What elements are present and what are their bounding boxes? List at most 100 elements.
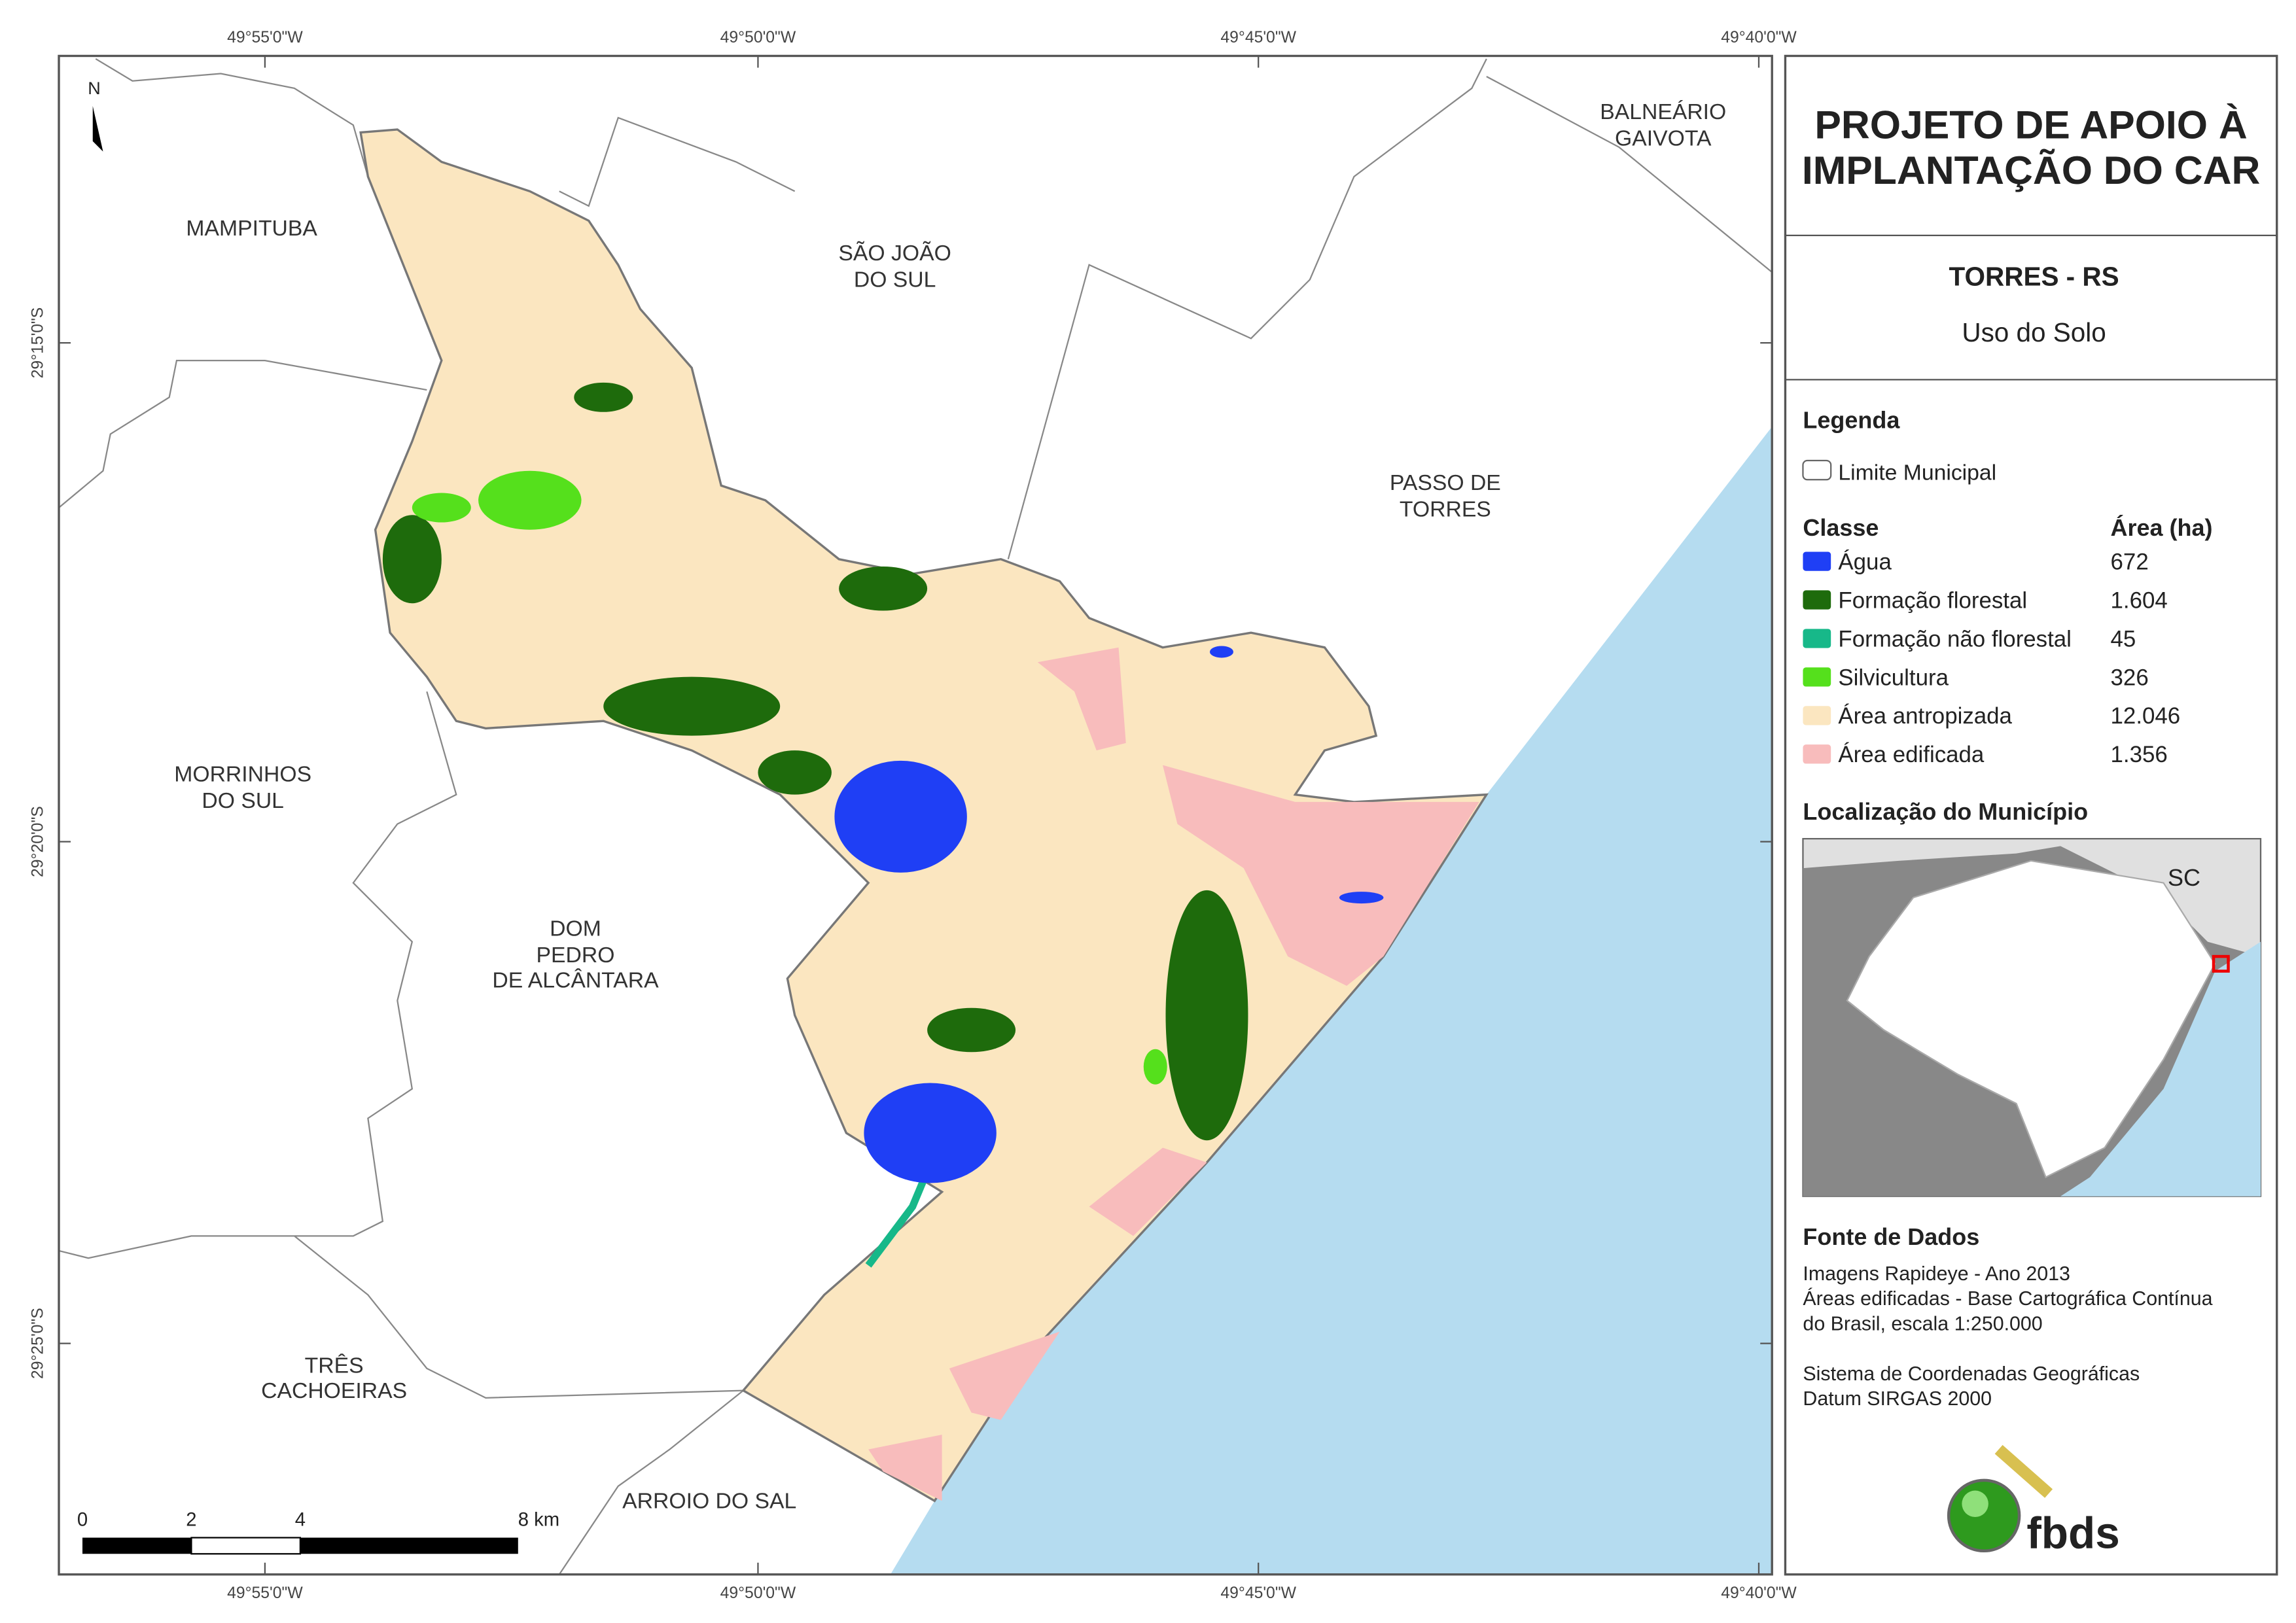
legend-class: Área edificada [1838,742,1984,767]
legend-swatch [1803,667,1831,687]
places: MAMPITUBA SÃO JOÃO DO SUL BALNEÁRIO GAIV… [174,99,1726,1513]
boundary [1007,58,1487,560]
scale-bar [190,1537,302,1555]
built-area [1037,647,1126,751]
scale-bar [300,1537,518,1554]
boundary [1486,75,1773,273]
source-line: Imagens Rapideye - Ano 2013 [1803,1263,2070,1285]
scale-label: 4 [295,1510,306,1531]
place-label: MAMPITUBA [186,216,317,241]
map-frame [58,54,1773,1576]
forest [839,566,928,611]
place-label: TORRES [1400,497,1491,522]
north-label: N [88,79,101,98]
forest [1165,890,1248,1141]
legend-swatch [1803,629,1831,648]
water [834,760,967,873]
left-tick-label: 29°25'0"S [29,1308,46,1379]
place-label: CACHOEIRAS [261,1378,407,1403]
legend-class: Silvicultura [1838,665,1949,690]
sea [890,427,1773,1575]
legend-swatch [1803,706,1831,725]
title: IMPLANTAÇÃO DO CAR [1802,148,2260,192]
legend-swatch [1803,590,1831,610]
boundary-swatch [1802,459,1832,481]
forest [603,676,781,736]
place-label: PEDRO [537,943,615,968]
legend-rows: Água 672 Formação florestal 1.604 Formação n… [1803,549,2180,767]
panel-frame [1784,54,2278,1576]
bottom-tick-label: 49°50'0"W [720,1584,796,1602]
silviculture [412,493,471,523]
place-label: DE ALCÂNTARA [492,968,659,992]
inset-sea [2060,941,2261,1196]
legend-class: Formação florestal [1838,587,2027,613]
place-label: DO SUL [854,268,936,292]
water [864,1083,997,1183]
forest [758,750,832,795]
boundary [58,359,427,508]
boundary-label: Limite Municipal [1838,460,1996,485]
place-label: BALNEÁRIO [1600,99,1726,124]
place-label: DO SUL [202,788,284,813]
scale-label: 8 km [518,1510,559,1531]
boundary [95,58,369,177]
scale-label: 0 [77,1510,88,1531]
place-label: ARROIO DO SAL [622,1489,796,1514]
logo-shine [1962,1490,1988,1518]
place-label: MORRINHOS [174,761,311,786]
logo-circle [1947,1478,2021,1553]
logo-bar [1994,1444,2053,1498]
legend-class: Área antropizada [1838,703,2012,729]
legend-area: 672 [2111,549,2149,574]
forest [382,515,442,604]
built-area [949,1331,1060,1420]
legend-class: Formação não florestal [1838,626,2072,652]
legend-title: Legenda [1803,407,1900,434]
legend-area: 12.046 [2111,703,2181,729]
municipality: TORRES - RS [1949,261,2119,291]
boundary [58,691,457,1259]
title: PROJETO DE APOIO À [1814,102,2247,147]
place-label: SÃO JOÃO [838,241,951,266]
inset-rs [1846,860,2216,1179]
forest [927,1007,1016,1053]
water [1339,892,1384,904]
top-tick-label: 49°40'0"W [1721,29,1797,46]
scale-bar [82,1537,192,1554]
inset-label: SC [2168,864,2200,891]
source-line: do Brasil, escala 1:250.000 [1803,1313,2042,1335]
place-label: GAIVOTA [1615,126,1712,151]
built-area [868,1435,942,1501]
map: N [58,54,1773,1576]
built-area [1162,765,1479,986]
legend-area: 1.356 [2111,742,2168,767]
legend-area: 326 [2111,665,2149,690]
top-tick-label: 49°45'0"W [1220,29,1296,46]
source-line: Datum SIRGAS 2000 [1803,1388,1992,1410]
silviculture [478,470,582,530]
legend-swatch [1803,744,1831,764]
legend-class: Água [1838,549,1892,574]
panel: PROJETO DE APOIO À IMPLANTAÇÃO DO CAR TO… [1784,54,2278,1576]
ticks: 49°55'0"W 49°50'0"W 49°45'0"W 49°40'0"W 49°5… [29,29,1797,1602]
scale-label: 2 [186,1510,196,1531]
legend-swatch [1803,551,1831,571]
water [1209,646,1233,658]
place-label: PASSO DE [1390,470,1501,495]
location-title: Localização do Município [1803,798,2088,825]
place-label: TRÊS [305,1353,364,1378]
class-header: Classe [1803,514,1879,541]
theme: Uso do Solo [1962,317,2106,347]
bottom-tick-label: 49°55'0"W [227,1584,303,1602]
forest [574,382,633,412]
built-area [1089,1147,1207,1236]
bottom-tick-label: 49°45'0"W [1220,1584,1296,1602]
top-tick-label: 49°50'0"W [720,29,796,46]
north-arrow [92,105,103,152]
source-line: Sistema de Coordenadas Geográficas [1803,1363,2140,1385]
top-tick-label: 49°55'0"W [227,29,303,46]
logo-text: fbds [2026,1509,2119,1558]
silviculture [1143,1049,1167,1085]
left-tick-label: 29°20'0"S [29,806,46,877]
